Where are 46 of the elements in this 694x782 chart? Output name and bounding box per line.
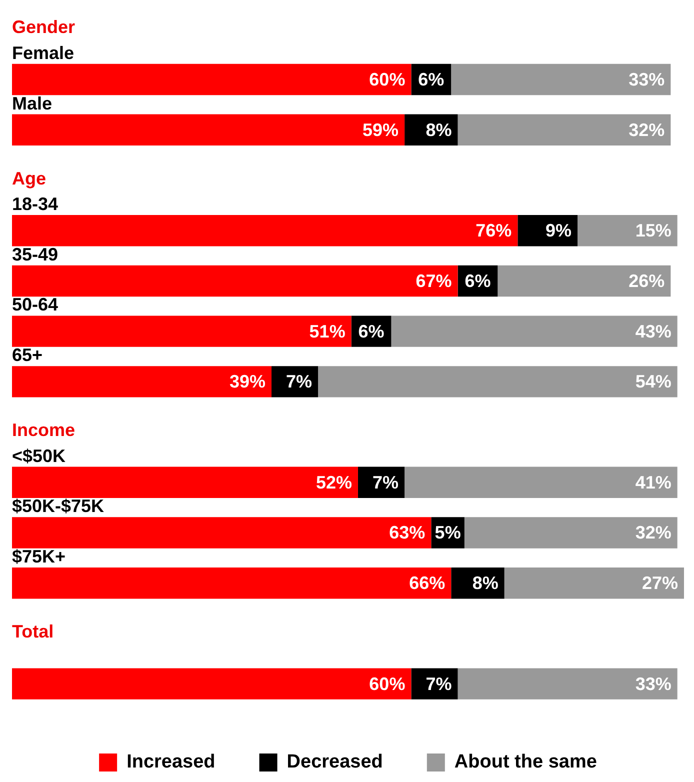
data-label: 33% — [628, 70, 665, 90]
data-label: 63% — [389, 522, 426, 543]
data-label: 59% — [362, 120, 399, 140]
data-label: 7% — [286, 372, 312, 392]
legend-label: About the same — [454, 752, 597, 773]
y-tick-label: $50K-$75K — [12, 496, 104, 516]
data-label: 26% — [628, 270, 665, 291]
y-tick-label: 50-64 — [12, 294, 58, 315]
data-label: 6% — [418, 70, 444, 90]
data-label: 9% — [546, 220, 572, 241]
y-tick-label: 35-49 — [12, 244, 58, 264]
y-tick-label: Female — [12, 42, 74, 63]
data-label: 7% — [426, 674, 452, 694]
data-label: 66% — [409, 573, 446, 594]
data-label: 52% — [316, 472, 352, 492]
data-label: 39% — [229, 372, 266, 392]
data-label: 8% — [472, 573, 498, 594]
data-label: 41% — [635, 472, 672, 492]
data-label: 8% — [426, 120, 452, 140]
data-label: 54% — [635, 372, 672, 392]
data-label: 27% — [642, 573, 678, 594]
y-tick-label: 65+ — [12, 345, 43, 366]
data-label: 60% — [369, 674, 406, 694]
data-label: 43% — [635, 321, 672, 342]
y-tick-label: Total — [12, 621, 54, 642]
data-label: 5% — [434, 522, 461, 543]
y-tick-label: 18-34 — [12, 194, 58, 214]
y-tick-label: Gender — [12, 17, 76, 38]
legend-label: Decreased — [286, 752, 383, 773]
data-label: 76% — [476, 220, 512, 241]
data-label: 33% — [635, 674, 672, 694]
data-label: 6% — [358, 321, 384, 342]
y-tick-label: Male — [12, 93, 52, 114]
data-label: 15% — [635, 220, 672, 241]
data-label: 51% — [309, 321, 346, 342]
y-tick-label: $75K+ — [12, 546, 66, 566]
data-label: 32% — [628, 120, 665, 140]
data-label: 60% — [369, 70, 406, 90]
data-label: 67% — [416, 270, 452, 291]
data-label: 6% — [464, 270, 491, 291]
data-label: 32% — [635, 522, 672, 543]
y-tick-label: Income — [12, 420, 76, 440]
y-tick-label: <$50K — [12, 446, 66, 466]
y-tick-label: Age — [12, 168, 46, 188]
legend-label: Increased — [126, 752, 216, 773]
data-label: 7% — [372, 472, 399, 492]
